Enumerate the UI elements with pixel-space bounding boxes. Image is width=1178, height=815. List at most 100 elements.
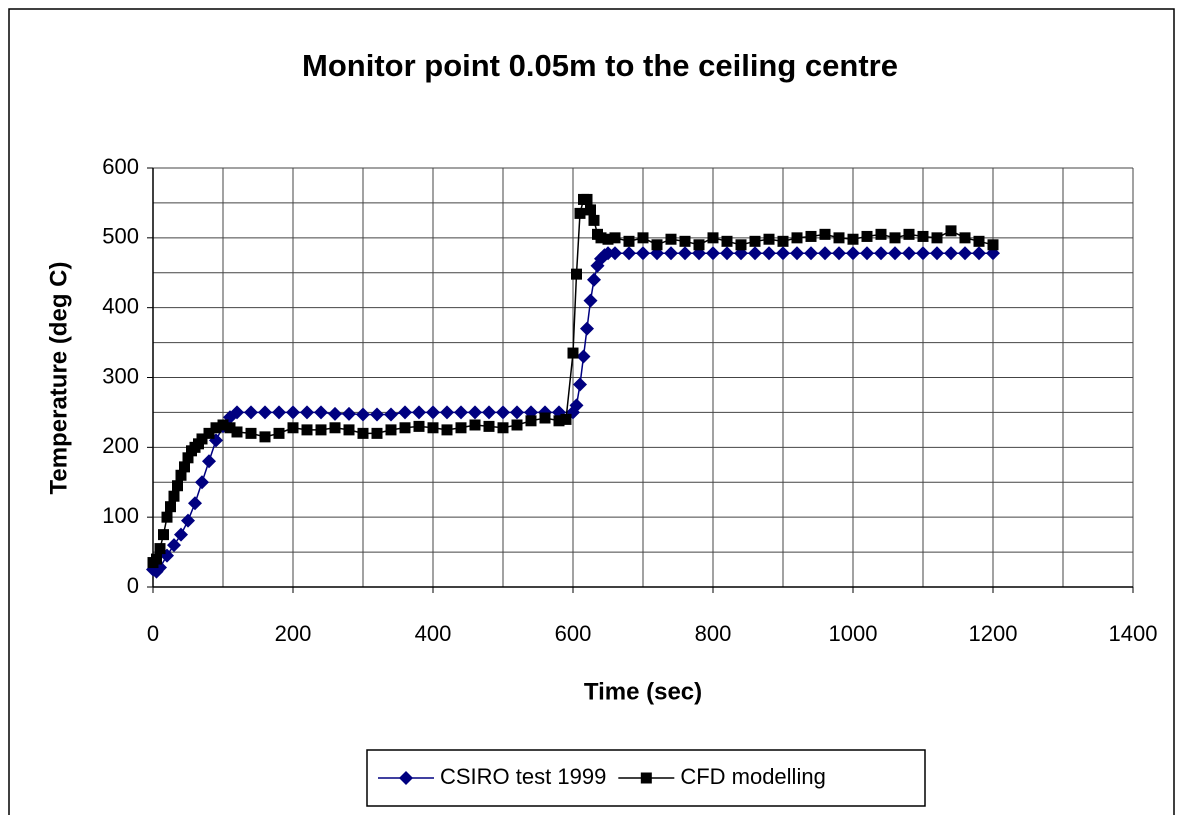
data-point	[763, 233, 775, 245]
data-point	[735, 239, 747, 251]
data-point	[805, 230, 817, 242]
data-point	[151, 553, 162, 565]
data-point	[553, 415, 565, 427]
data-point	[154, 543, 166, 555]
data-point	[973, 235, 985, 247]
data-point	[165, 501, 176, 513]
data-point	[608, 246, 622, 261]
data-point	[202, 454, 216, 469]
data-point	[791, 232, 803, 244]
data-point	[398, 405, 412, 420]
x-tick-label: 1000	[829, 621, 878, 646]
data-point	[595, 232, 607, 244]
data-point	[847, 233, 859, 245]
data-point	[231, 426, 243, 438]
data-point	[623, 235, 635, 247]
x-tick-label: 1400	[1109, 621, 1158, 646]
data-point	[315, 424, 327, 436]
data-point	[664, 246, 678, 261]
data-point	[762, 246, 776, 261]
data-point	[560, 413, 572, 425]
data-point	[833, 232, 845, 244]
x-tick-label: 800	[695, 621, 732, 646]
data-point	[314, 405, 328, 420]
data-point	[496, 405, 510, 420]
data-point	[874, 246, 888, 261]
x-axis-label: Time (sec)	[584, 678, 702, 705]
data-point	[497, 422, 509, 434]
data-point	[412, 405, 426, 420]
y-axis-label: Temperature (deg C)	[45, 262, 72, 495]
x-tick-label: 600	[555, 621, 592, 646]
data-point	[525, 415, 537, 427]
data-point	[370, 407, 384, 422]
data-point	[636, 246, 650, 261]
data-point	[272, 405, 286, 420]
data-point	[818, 246, 832, 261]
y-tick-label: 300	[102, 363, 139, 388]
data-point	[721, 235, 733, 247]
data-point	[203, 427, 215, 439]
data-point	[539, 412, 551, 424]
y-tick-label: 0	[127, 573, 139, 598]
data-point	[244, 405, 258, 420]
data-point	[574, 207, 586, 219]
data-point	[468, 405, 482, 420]
data-point	[776, 246, 790, 261]
data-point	[175, 469, 187, 481]
data-point	[174, 527, 188, 542]
data-point	[469, 419, 481, 431]
x-tick-label: 0	[147, 621, 159, 646]
data-point	[832, 246, 846, 261]
data-point	[427, 422, 439, 434]
data-point	[482, 405, 496, 420]
data-point	[385, 424, 397, 436]
data-point	[651, 239, 663, 251]
data-point	[846, 246, 860, 261]
data-point	[454, 405, 468, 420]
data-point	[860, 246, 874, 261]
data-point	[161, 511, 173, 523]
data-point	[181, 513, 195, 528]
data-point	[573, 377, 587, 392]
x-tick-label: 400	[415, 621, 452, 646]
data-point	[399, 422, 411, 434]
data-point	[511, 419, 523, 431]
data-point	[861, 230, 873, 242]
data-point	[210, 422, 222, 434]
x-tick-label: 200	[275, 621, 312, 646]
data-point	[179, 461, 190, 473]
data-point	[195, 475, 209, 490]
x-tick-label: 1200	[969, 621, 1018, 646]
data-point	[172, 480, 183, 492]
data-point	[581, 193, 593, 205]
data-point	[371, 427, 383, 439]
data-point	[357, 427, 369, 439]
y-tick-label: 600	[102, 154, 139, 179]
data-point	[930, 246, 944, 261]
data-point	[693, 239, 705, 251]
data-point	[959, 232, 971, 244]
data-point	[587, 272, 601, 287]
data-point	[328, 406, 342, 421]
data-point	[875, 228, 887, 240]
data-point	[945, 225, 957, 237]
data-point	[679, 235, 691, 247]
data-point	[329, 422, 341, 434]
data-point	[888, 246, 902, 261]
series	[147, 193, 999, 569]
data-point	[356, 407, 370, 422]
data-point	[343, 424, 355, 436]
data-point	[777, 235, 789, 247]
y-tick-label: 200	[102, 433, 139, 458]
data-point	[567, 347, 579, 359]
data-point	[167, 538, 181, 553]
data-point	[182, 452, 194, 464]
data-point	[571, 268, 582, 280]
data-point	[588, 214, 600, 226]
data-point	[917, 230, 929, 242]
data-point	[972, 246, 986, 261]
data-point	[602, 233, 614, 245]
